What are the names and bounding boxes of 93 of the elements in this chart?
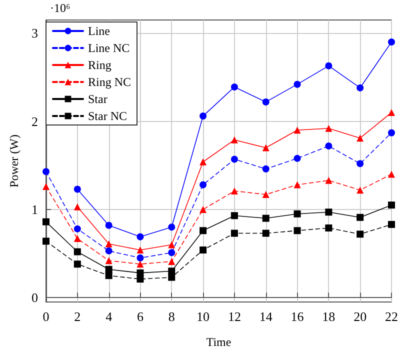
point [388, 170, 395, 178]
point [356, 134, 364, 142]
legend-label: Ring [88, 58, 112, 72]
point [388, 38, 395, 46]
y-tick-label: 2 [32, 114, 38, 129]
point [42, 168, 50, 176]
x-tick-label: 18 [322, 309, 336, 324]
legend-label: Line NC [88, 41, 130, 55]
x-tick-label: 2 [74, 309, 81, 324]
point [200, 206, 207, 213]
point [168, 258, 176, 265]
point [262, 165, 270, 172]
point [356, 214, 364, 221]
point [74, 186, 81, 193]
point [356, 84, 364, 92]
y-axis-title: Power (W) [7, 134, 21, 188]
y-tick-label: 0 [32, 290, 38, 306]
point [105, 240, 112, 248]
text: ·10⁶ [50, 1, 70, 15]
point [200, 112, 207, 120]
legend-label: Line [88, 24, 110, 38]
point [356, 186, 364, 194]
point [325, 62, 332, 70]
point [294, 210, 301, 218]
point [262, 144, 270, 152]
point [42, 218, 50, 226]
point [388, 129, 395, 136]
point [168, 224, 176, 231]
point [388, 202, 395, 209]
x-tick-label: 16 [290, 309, 304, 324]
point [262, 214, 270, 222]
point [388, 109, 395, 116]
point [230, 136, 238, 144]
x-tick-label: 4 [106, 309, 113, 324]
x-tick-label: 14 [259, 309, 273, 324]
point [136, 233, 144, 240]
point [262, 190, 270, 198]
point [105, 272, 112, 280]
x-tick-label: 20 [354, 309, 367, 324]
point [230, 83, 238, 90]
x-tick-label: 0 [42, 309, 50, 324]
point [325, 176, 332, 184]
point [325, 224, 332, 232]
point [105, 257, 112, 264]
point [356, 230, 364, 238]
point [136, 246, 144, 254]
point [74, 248, 81, 256]
point [42, 183, 50, 190]
point [294, 126, 301, 134]
legend-label: Star NC [88, 109, 127, 123]
point [262, 98, 270, 106]
point [230, 187, 238, 194]
point [230, 212, 238, 220]
point [74, 260, 81, 268]
point [262, 230, 270, 237]
point [200, 181, 207, 188]
point [200, 227, 207, 234]
point [136, 254, 144, 262]
point [294, 154, 301, 162]
x-tick-label: 8 [168, 309, 175, 324]
point [168, 249, 176, 256]
point [230, 156, 238, 163]
x-axis-title: Time [206, 335, 232, 349]
point [136, 276, 144, 283]
point [388, 220, 395, 228]
x-tick-label: 12 [228, 309, 241, 324]
legend-label: Ring NC [88, 75, 132, 89]
point [105, 222, 112, 229]
point [136, 260, 144, 268]
point [325, 208, 332, 216]
point [42, 238, 50, 245]
point [168, 241, 176, 248]
point [294, 227, 301, 234]
point [168, 268, 176, 275]
legend-label: Star [88, 92, 108, 106]
point [325, 142, 332, 150]
point [294, 80, 301, 88]
point [356, 160, 364, 168]
point [168, 274, 176, 281]
y-tick-label: 1 [32, 202, 38, 217]
point [325, 124, 332, 132]
point [200, 246, 207, 254]
point [74, 225, 81, 232]
point [74, 203, 81, 210]
x-tick-label: 10 [196, 309, 210, 324]
point [105, 247, 112, 254]
point [294, 181, 301, 188]
x-tick-label: 22 [385, 309, 398, 324]
x-tick-label: 6 [136, 309, 144, 324]
y-tick-label: 3 [32, 26, 38, 41]
point [74, 235, 81, 242]
point [230, 230, 238, 237]
point [200, 158, 207, 166]
